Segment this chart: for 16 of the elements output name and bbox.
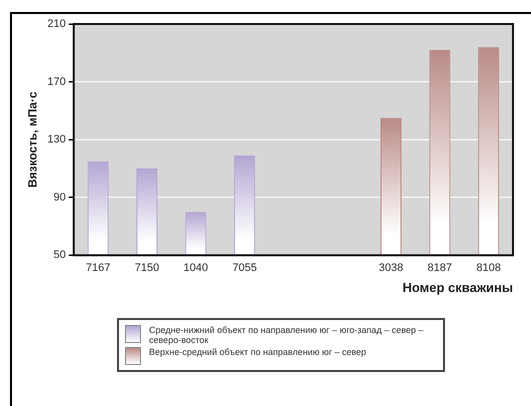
x-tick-label: 3038	[378, 262, 404, 274]
x-tick-label: 7167	[86, 262, 110, 274]
x-tick-label: 1040	[184, 262, 208, 274]
x-axis-title: Номер скважины	[402, 280, 513, 295]
x-tick-label: 7150	[134, 262, 160, 274]
legend-label: Верхне-средний объект по направлению юг – север	[149, 347, 366, 357]
legend-label: Средне-нижний объект по направлению юг – юго-запад – север – северо-восток	[149, 325, 424, 345]
x-tick-label: 8108	[476, 262, 501, 274]
x-tick-label: 8187	[428, 262, 452, 274]
y-tick-label: 50	[54, 249, 66, 262]
y-axis-title: Вязкость, мПа·с	[26, 91, 40, 188]
y-tick-label: 90	[54, 191, 66, 204]
y-tick-label: 210	[47, 18, 66, 30]
y-tick-label: 130	[47, 134, 66, 146]
y-tick-label: 170	[47, 76, 66, 88]
x-tick-label: 7055	[232, 262, 257, 274]
